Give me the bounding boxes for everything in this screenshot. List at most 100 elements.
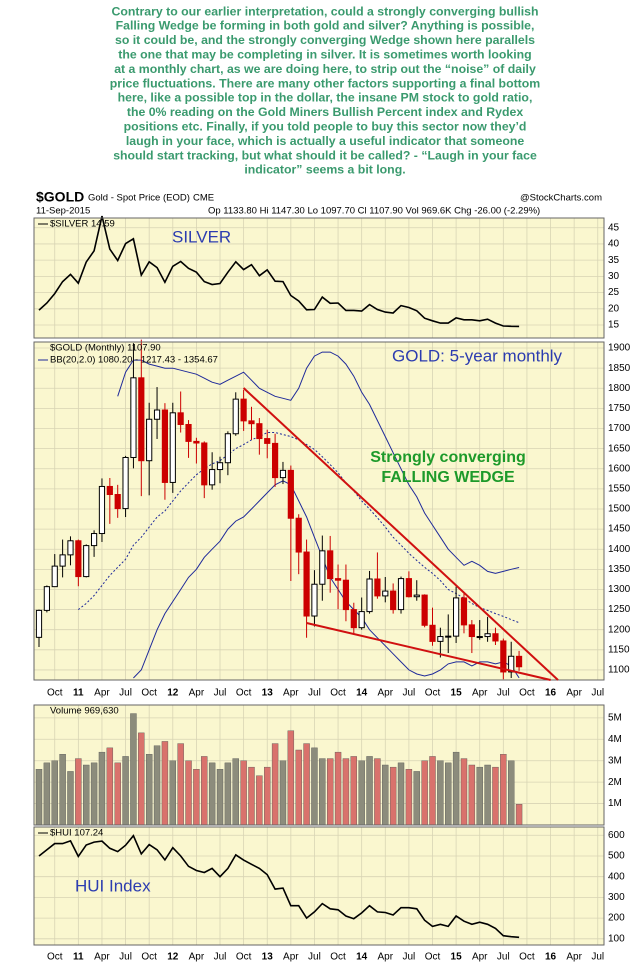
candle-body: [51, 565, 58, 588]
x-tick-label: Oct: [141, 688, 157, 699]
volume-bar: [98, 751, 106, 826]
volume-bar: [232, 758, 239, 826]
volume-bar: [508, 760, 515, 826]
volume-bar: [224, 762, 232, 826]
volume-bar: [374, 758, 381, 826]
line-series: [38, 215, 520, 328]
quote: Op 1133.80 Hi 1147.30 Lo 1097.70 Cl 1107…: [208, 206, 540, 217]
x-tick-label: Jul: [591, 952, 604, 963]
volume-bar: [452, 751, 460, 826]
volume-bar: [193, 769, 200, 826]
bollinger-band: [133, 480, 520, 679]
x-tick-label: Jul: [308, 952, 321, 963]
x-tick-label: 12: [167, 952, 179, 963]
x-tick-label: 11: [73, 952, 84, 963]
candle-body: [311, 583, 318, 617]
x-tick-label: Apr: [472, 688, 488, 699]
candle-body: [264, 438, 271, 444]
x-tick-label: Oct: [330, 952, 346, 963]
candle-body: [59, 554, 66, 567]
candle-body: [508, 655, 515, 673]
x-tick-label: Jul: [497, 952, 510, 963]
candle-body: [114, 494, 121, 510]
y-tick-label: 35: [608, 255, 620, 266]
x-tick-label: Apr: [472, 952, 488, 963]
candle-body: [334, 578, 342, 581]
y-tick-label: 2M: [608, 777, 622, 788]
intro-line: Falling Wedge be forming in both gold an…: [116, 19, 535, 33]
volume-bar: [366, 756, 373, 826]
candle-body: [460, 597, 468, 626]
plot-area: [34, 218, 604, 338]
volume-bar: [145, 754, 153, 826]
intro-line: the 0% reading on the Gold Miners Bullis…: [127, 105, 523, 119]
x-tick-label: Jul: [308, 688, 321, 699]
volume-bar: [358, 760, 365, 826]
candle-body: [515, 655, 523, 668]
annotation: Strongly converging: [370, 449, 526, 466]
intro-line: indicator” seems a bit long.: [244, 163, 405, 177]
candle-body: [43, 586, 50, 611]
x-tick-label: 13: [262, 688, 274, 699]
wedge-lower-line: [306, 622, 551, 681]
candle-body: [397, 578, 405, 611]
volume-bar: [334, 751, 342, 826]
volume-bar: [248, 766, 255, 826]
volume-bar: [153, 745, 161, 826]
volume-bar: [51, 760, 58, 826]
x-tick-label: Jul: [214, 688, 227, 699]
y-tick-label: 1800: [608, 383, 631, 394]
candle-body: [287, 469, 294, 519]
candle-body: [193, 440, 200, 444]
intro-line: here, like a possible top in the dollar,…: [118, 91, 533, 105]
plot-frame: [33, 826, 605, 946]
candle-body: [185, 423, 192, 442]
x-tick-label: Apr: [189, 688, 205, 699]
volume-bar: [43, 762, 51, 826]
candle-body: [429, 624, 436, 642]
x-tick-label: Jul: [497, 688, 510, 699]
intro-line: positions etc. Finally, if you told peop…: [124, 119, 527, 133]
intro-line: the one that may be completing in silver…: [118, 47, 531, 61]
x-tick-label: Apr: [377, 952, 393, 963]
y-tick-label: 100: [608, 933, 625, 944]
volume-bar: [130, 713, 137, 826]
symbol: $GOLD: [36, 189, 84, 205]
volume-bar: [515, 804, 523, 826]
y-tick-label: 500: [608, 851, 625, 862]
candle-body: [224, 433, 231, 464]
candle-body: [67, 540, 74, 556]
candle-body: [209, 469, 216, 486]
volume-bar: [264, 766, 271, 826]
volume-bar: [350, 756, 357, 826]
candle-body: [35, 609, 43, 638]
y-tick-label: 1100: [608, 665, 630, 676]
y-tick-label: 300: [608, 892, 625, 903]
legend: Volume 969,630: [50, 706, 119, 717]
candle-body: [256, 423, 263, 440]
candle-body: [390, 590, 397, 611]
candle-body: [279, 469, 287, 479]
candle-body: [248, 420, 255, 425]
candle-body: [232, 398, 239, 435]
candle-body: [468, 624, 475, 638]
y-tick-label: 25: [608, 287, 620, 298]
intro-line: price fluctuations. There are many other…: [110, 76, 541, 90]
candle-body: [272, 442, 279, 479]
source: @StockCharts.com: [520, 193, 602, 204]
candle-body: [216, 462, 224, 471]
plot-area: [34, 827, 604, 945]
x-tick-label: Apr: [189, 952, 205, 963]
intro-line: at a monthly chart, as we are doing here…: [114, 62, 536, 76]
panel: 1100 1150 1200 1250 1300 1350 1400 1450 1500 1550…: [33, 339, 631, 681]
y-tick-label: 1300: [608, 584, 631, 595]
candle-body: [90, 533, 98, 547]
candle-body: [358, 611, 365, 629]
candle-body: [169, 412, 176, 483]
x-tick-label: Oct: [425, 952, 441, 963]
intro-text: Contrary to our earlier interpretation, …: [110, 4, 541, 176]
candle-body: [445, 635, 452, 638]
volume-bar: [256, 775, 263, 826]
